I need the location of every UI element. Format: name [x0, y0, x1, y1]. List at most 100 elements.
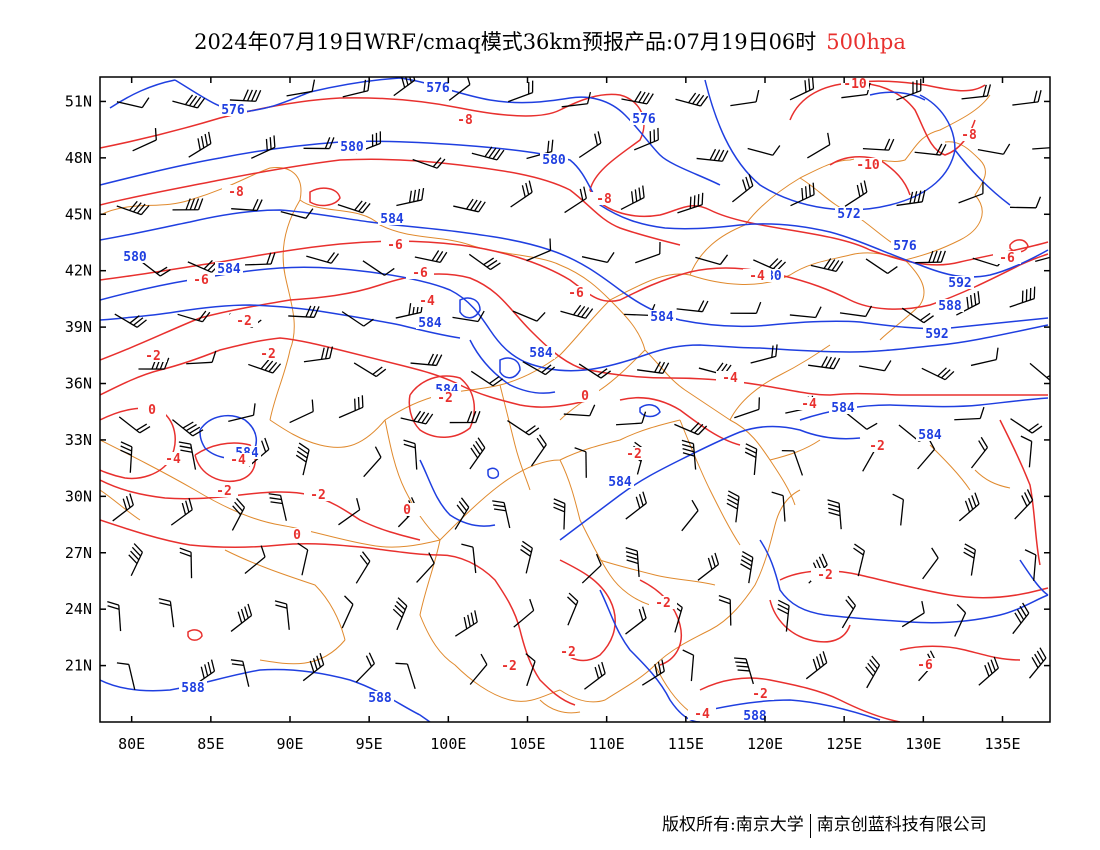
wind-barb: [790, 182, 815, 207]
temperature-contour-label: -8: [961, 128, 977, 143]
lat-tick-label: 27N: [65, 544, 92, 562]
wind-barb: [492, 500, 511, 529]
wind-barb: [469, 653, 488, 685]
wind-barb: [250, 135, 276, 159]
height-contour-label-bg: [338, 140, 366, 153]
wind-barb: [777, 599, 790, 632]
temperature-contour-label-bg: [554, 645, 582, 658]
wind-barb: [970, 347, 999, 367]
lon-tick-label: 80E: [118, 735, 145, 753]
wind-barb: [915, 250, 946, 264]
temperature-contour-label: -6: [917, 658, 933, 673]
lon-tick-label: 105E: [509, 735, 545, 753]
height-contour-label: 584: [831, 401, 855, 416]
wind-barb: [977, 143, 1011, 155]
height-contour-labels: 576 576 576 580 580 580 584 584 584 584 584 584 584 5…: [121, 81, 974, 722]
temperature-contour-label-bg: [841, 77, 869, 90]
lat-tick-label: 48N: [65, 149, 92, 167]
wind-barb: [567, 592, 579, 626]
wind-barb: [274, 600, 290, 630]
wind-barb: [280, 208, 314, 219]
height-contour-label: 576: [632, 112, 656, 127]
height-contour-label: 572: [837, 207, 860, 222]
wind-barb: [1012, 602, 1030, 635]
wind-barb: [303, 137, 335, 150]
temperature-contour-label-bg: [854, 158, 882, 171]
height-contour-label-bg: [741, 709, 769, 722]
wind-barb: [468, 253, 501, 271]
wind-barbs: [107, 77, 1050, 690]
temperature-contour-label-bg: [138, 403, 166, 416]
wind-barb: [410, 353, 443, 367]
height-contour-label: 580: [340, 140, 364, 155]
height-contour-label: 580: [542, 153, 566, 168]
wind-barb: [560, 304, 594, 319]
wind-barb: [288, 305, 320, 318]
wind-barb: [914, 143, 947, 156]
temperature-contour-labels: -8 -8 -8 -6 -6 -6 -6 -4 -2 -2 -2 -2 0 0 -4 -4 -2 -2 0 0 -2 -2…: [138, 77, 1021, 722]
height-contour-label: 588: [938, 299, 962, 314]
wind-barb: [958, 181, 984, 204]
wind-barb: [341, 311, 374, 327]
wind-barb: [718, 594, 732, 626]
wind-barb: [1028, 647, 1047, 679]
copyright-separator: [809, 813, 811, 838]
wind-barb: [681, 499, 699, 532]
wind-barb: [452, 310, 485, 323]
wind-barb: [454, 610, 478, 637]
wind-barb: [674, 422, 708, 436]
temperature-contour-label-bg: [187, 273, 215, 286]
wind-barb: [681, 439, 697, 470]
lat-tick-label: 30N: [65, 487, 92, 505]
wind-barb: [726, 490, 740, 523]
temperature-contour-label: -2: [437, 391, 453, 406]
wind-barb: [810, 258, 844, 272]
temperature-contour-label-bg: [283, 528, 311, 541]
temperature-contour-label: 0: [403, 503, 411, 518]
wind-barb: [734, 657, 754, 685]
temperature-contour-label-bg: [222, 185, 250, 198]
boundary-lines: [100, 94, 1011, 714]
height-contour-label-bg: [540, 153, 568, 166]
height-contour-label: 584: [529, 346, 553, 361]
height-contour-label-bg: [219, 103, 247, 116]
lat-tick-label: 45N: [65, 205, 92, 223]
temperature-contour-label-bg: [590, 192, 618, 205]
wind-barb: [454, 497, 470, 530]
wind-barb: [414, 250, 448, 263]
wind-barb: [448, 77, 471, 101]
lon-tick-label: 115E: [668, 735, 704, 753]
temperature-contour-label-bg: [304, 488, 332, 501]
temperature-contour-label-bg: [571, 389, 599, 402]
lon-tick-label: 110E: [589, 735, 625, 753]
wind-barb: [963, 543, 976, 576]
wind-barb: [917, 438, 936, 470]
temperature-contour-label: -4: [694, 707, 710, 722]
temperature-contour-label: -10: [856, 158, 880, 173]
wind-barb: [306, 252, 339, 264]
map-title: 2024年07月19日WRF/cmaq模式36km预报产品:07月19日06时 5…: [0, 26, 1100, 56]
wind-barb: [696, 148, 729, 162]
wind-barb: [1009, 196, 1042, 209]
wind-barb: [228, 403, 256, 423]
lon-tick-label: 130E: [905, 735, 941, 753]
temperature-contour-label: -2: [310, 488, 326, 503]
wind-barb: [179, 547, 193, 579]
wind-barb: [635, 242, 661, 264]
wind-barb: [353, 362, 387, 378]
height-contour-label: 584: [217, 262, 241, 277]
height-contour-label-bg: [424, 81, 452, 94]
wind-barb: [676, 300, 709, 313]
wind-barb: [188, 131, 212, 158]
wind-barb: [730, 90, 760, 107]
wind-barb: [896, 78, 922, 101]
temperature-contour-label: -4: [749, 269, 765, 284]
temperature-contour-label-bg: [210, 484, 238, 497]
wind-barb: [177, 310, 211, 323]
wind-barb: [839, 305, 873, 318]
wind-barb: [512, 310, 546, 322]
temperature-contour-label: -6: [387, 238, 403, 253]
copyright-right: 南京创蓝科技有限公司: [816, 815, 987, 835]
wind-barb: [116, 662, 136, 690]
